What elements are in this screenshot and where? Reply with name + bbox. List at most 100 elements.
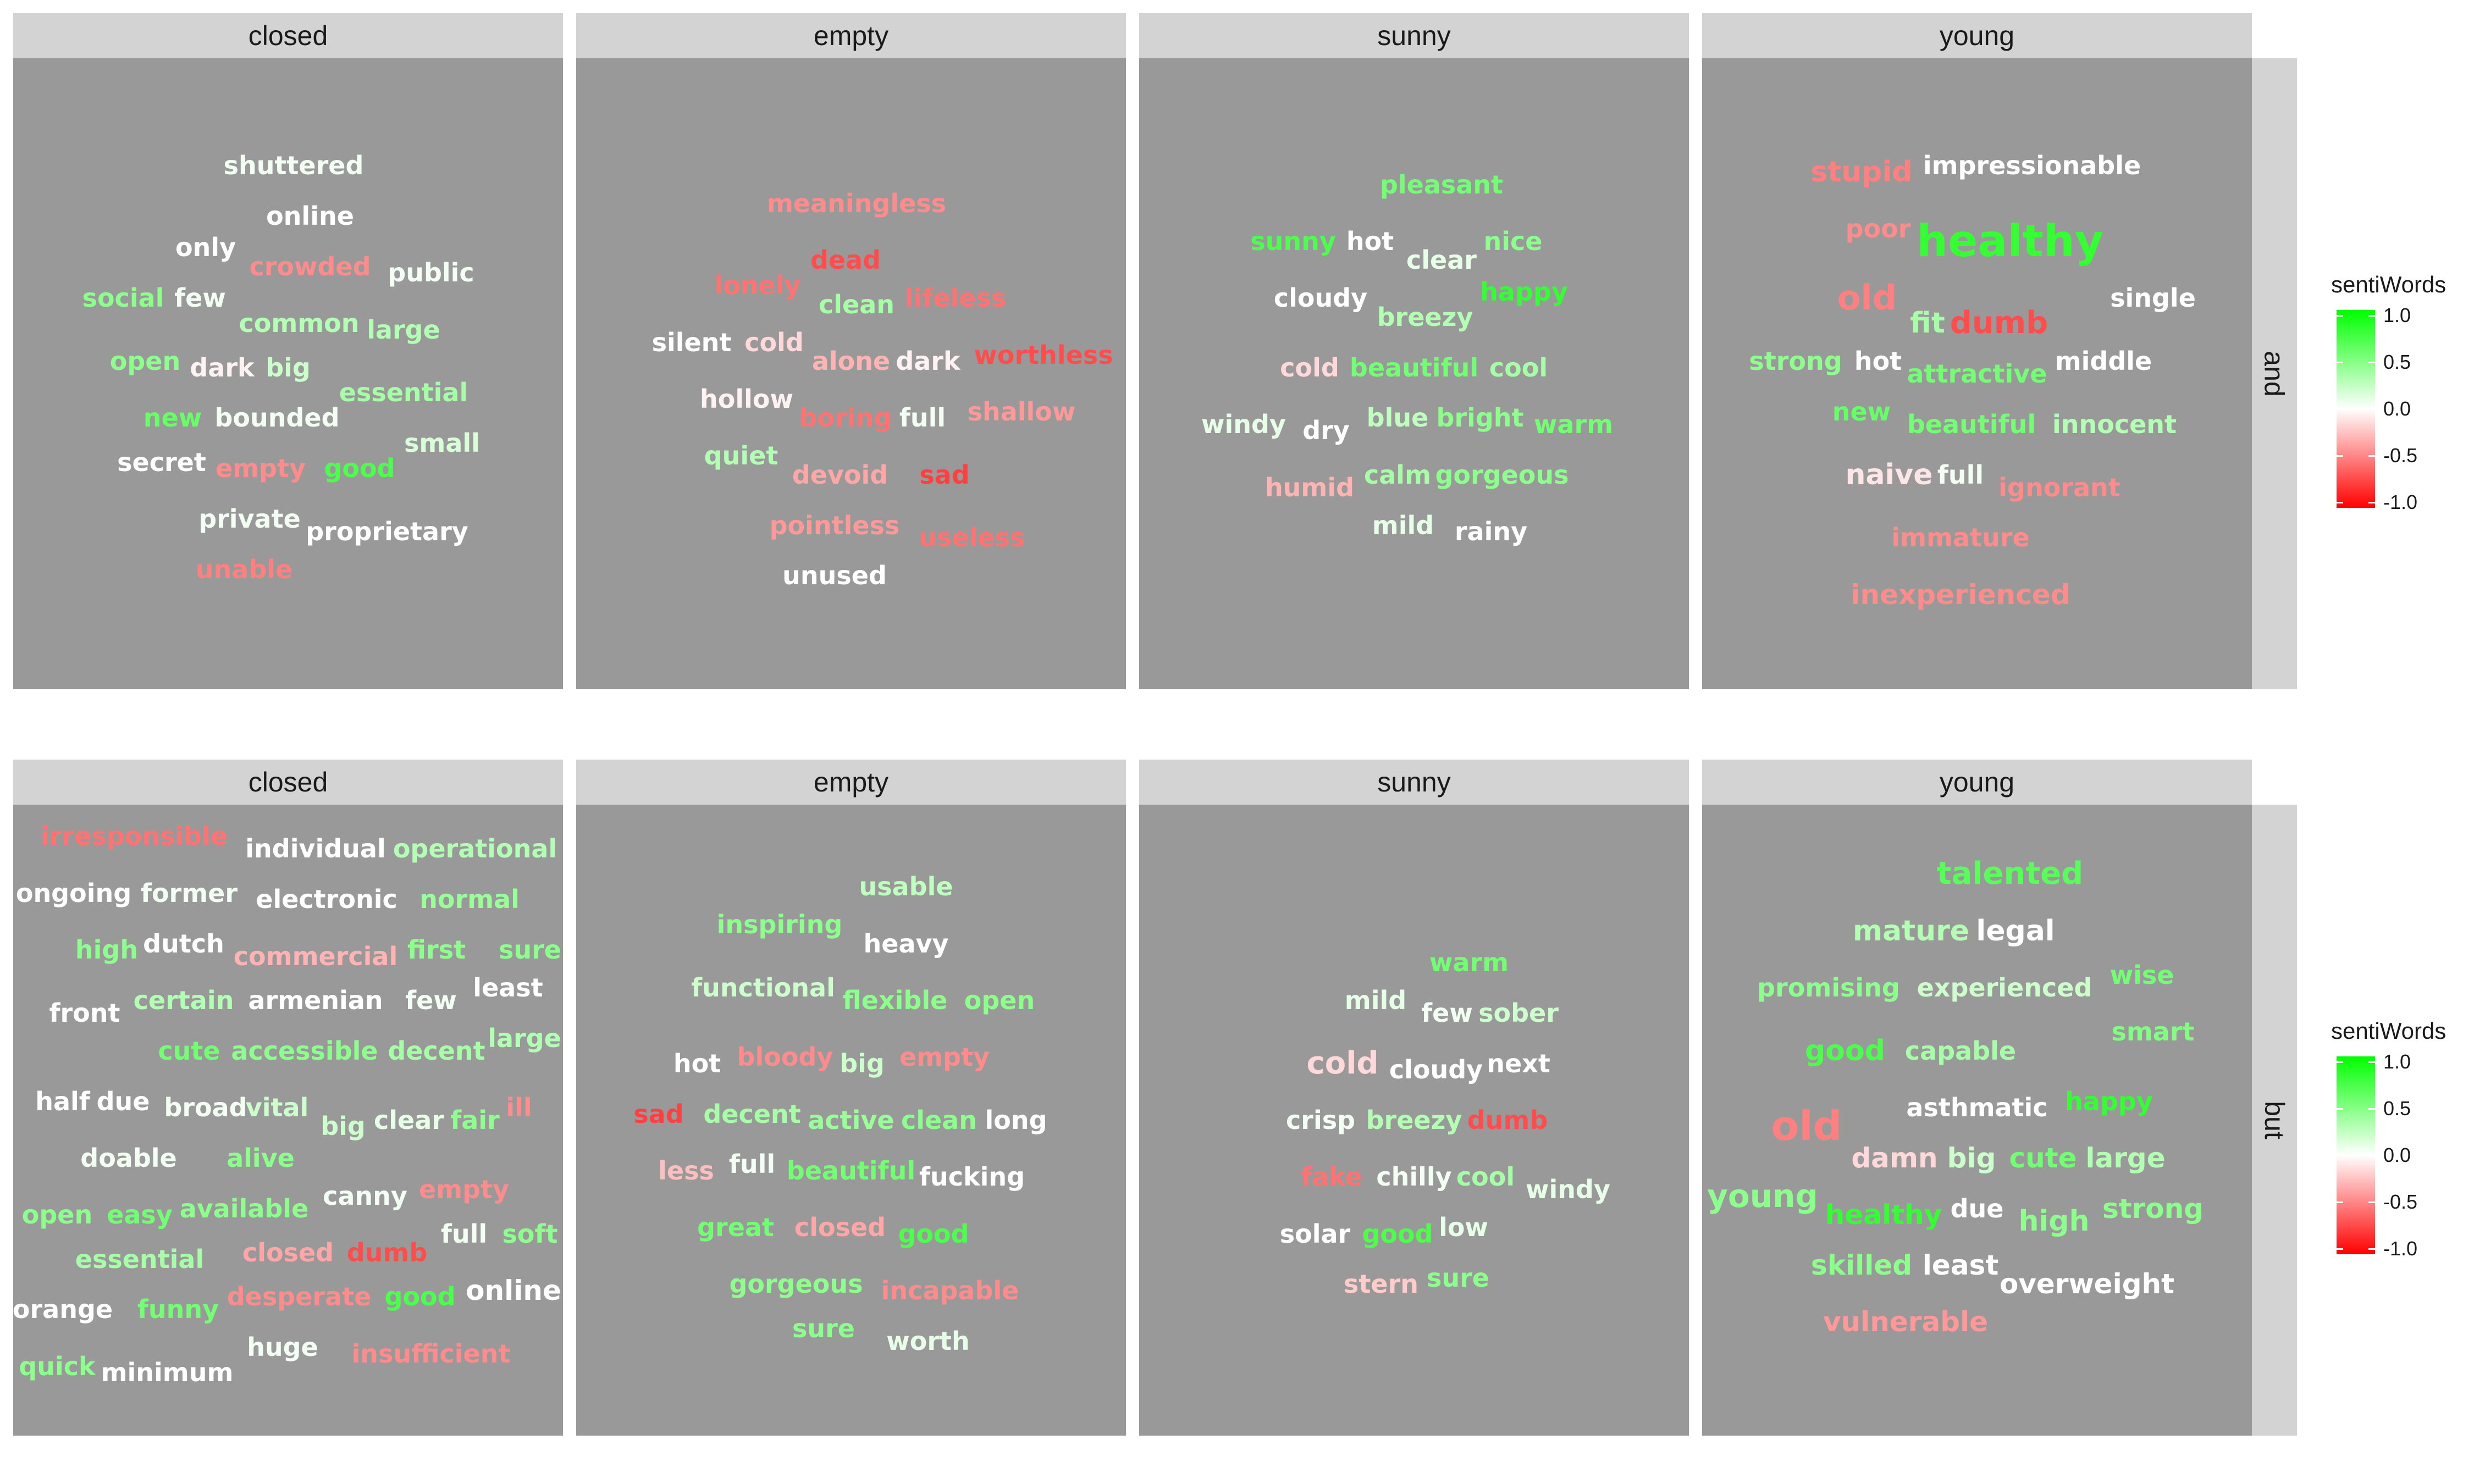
word-label: open <box>21 1200 93 1230</box>
word-label: good <box>384 1282 456 1312</box>
word-label: cute <box>158 1036 220 1066</box>
word-label: dumb <box>346 1238 428 1268</box>
legend-tick <box>2368 1061 2375 1063</box>
word-label: legal <box>1976 914 2055 948</box>
word-label: crowded <box>249 251 371 281</box>
word-label: high <box>75 935 139 965</box>
word-label: low <box>1439 1212 1488 1243</box>
word-label: devoid <box>792 459 888 490</box>
legend-tick <box>2368 502 2375 503</box>
legend-break-label: 0.5 <box>2383 351 2411 373</box>
word-label: big <box>1947 1142 1996 1174</box>
legend-tick <box>2337 408 2343 410</box>
word-label: former <box>140 878 238 908</box>
word-label: online <box>466 1274 561 1306</box>
word-label: bloody <box>737 1042 833 1072</box>
word-label: worthless <box>974 340 1113 370</box>
word-label: funny <box>137 1294 219 1325</box>
word-label: large <box>367 314 440 345</box>
legend-tick <box>2368 455 2375 457</box>
facet-strip-sunny-and: sunny <box>1139 13 1689 58</box>
word-label: lonely <box>714 270 801 301</box>
word-label: big <box>266 352 311 383</box>
panel-closed-but: irresponsible individual operational ongoin… <box>13 805 563 1436</box>
word-label: single <box>2110 283 2196 313</box>
word-label: minimum <box>101 1358 234 1388</box>
legend-break-label: 0.0 <box>2383 1144 2411 1166</box>
facet-strip-young-and: young <box>1702 13 2252 58</box>
word-label: long <box>985 1105 1047 1135</box>
word-label: great <box>697 1212 774 1243</box>
word-label: individual <box>245 834 386 864</box>
legend-break-label: -1.0 <box>2383 1237 2418 1260</box>
word-label: heavy <box>863 928 949 959</box>
word-label: armenian <box>248 985 383 1015</box>
legend-break-label: -1.0 <box>2383 491 2418 513</box>
word-label: inspiring <box>716 910 843 940</box>
word-label: incapable <box>881 1275 1019 1305</box>
word-label: ignorant <box>1998 472 2120 502</box>
word-label: quiet <box>704 441 778 471</box>
word-label: calm <box>1363 459 1432 490</box>
word-label: common <box>239 308 360 339</box>
word-label: skilled <box>1810 1249 1913 1282</box>
word-label: cloudy <box>1273 283 1368 313</box>
word-label: high <box>2018 1204 2090 1238</box>
word-label: open <box>109 346 181 376</box>
word-label: cool <box>1489 352 1548 383</box>
word-label: breezy <box>1366 1105 1462 1135</box>
word-label: least <box>473 972 543 1003</box>
word-label: easy <box>107 1200 173 1230</box>
word-label: big <box>840 1048 885 1078</box>
word-label: lifeless <box>904 283 1007 313</box>
word-label: beautiful <box>1349 352 1479 383</box>
word-label: normal <box>419 884 520 915</box>
word-label: crisp <box>1285 1105 1356 1135</box>
word-label: middle <box>2055 346 2152 376</box>
word-label: mild <box>1344 985 1407 1015</box>
word-label: naive <box>1845 458 1933 491</box>
word-label: gorgeous <box>729 1269 863 1299</box>
panel-sunny-but: warm mild few sober cold cloudy next crisp breez… <box>1139 805 1689 1436</box>
word-label: nice <box>1483 226 1543 256</box>
word-label: solar <box>1279 1219 1351 1249</box>
word-label: least <box>1922 1249 1999 1282</box>
word-label: asthmatic <box>1906 1093 2048 1123</box>
word-label: promising <box>1757 972 1900 1003</box>
word-label: mature <box>1852 914 1970 948</box>
word-label: commercial <box>233 941 398 971</box>
legend-break-label: 0.0 <box>2383 397 2411 420</box>
word-label: silent <box>651 327 732 357</box>
word-label: active <box>808 1105 894 1135</box>
word-label: dry <box>1302 416 1350 446</box>
facet-strip-closed-and: closed <box>13 13 563 58</box>
word-label: desperate <box>227 1282 372 1312</box>
word-label: healthy <box>1825 1199 1942 1231</box>
panel-closed-and: shuttered online only crowded public social fe… <box>13 58 563 689</box>
legend-tick <box>2337 1061 2343 1063</box>
word-label: cold <box>1280 352 1339 383</box>
word-label: large <box>2085 1142 2166 1174</box>
word-label: few <box>174 283 226 313</box>
word-label: certain <box>133 985 234 1015</box>
word-label: due <box>96 1086 150 1116</box>
word-label: few <box>1421 998 1473 1028</box>
word-label: sad <box>633 1099 684 1129</box>
word-label: meaningless <box>766 189 947 219</box>
facet-strip-young-but: young <box>1702 760 2252 805</box>
word-label: clear <box>1406 245 1477 275</box>
word-label: cloudy <box>1389 1055 1483 1085</box>
word-label: young <box>1707 1177 1818 1215</box>
word-label: stupid <box>1810 155 1913 189</box>
word-label: ill <box>506 1093 532 1123</box>
legend-break-label: 1.0 <box>2383 1050 2411 1073</box>
word-label: clean <box>818 289 895 319</box>
facet-strip-but: but <box>2252 805 2297 1436</box>
word-label: blue <box>1366 403 1429 433</box>
word-label: overweight <box>1999 1268 2175 1300</box>
word-label: hot <box>1854 346 1902 376</box>
word-label: ongoing <box>15 878 132 908</box>
word-label: shallow <box>967 396 1076 427</box>
word-label: electronic <box>256 884 397 915</box>
legend-tick <box>2337 1248 2343 1250</box>
